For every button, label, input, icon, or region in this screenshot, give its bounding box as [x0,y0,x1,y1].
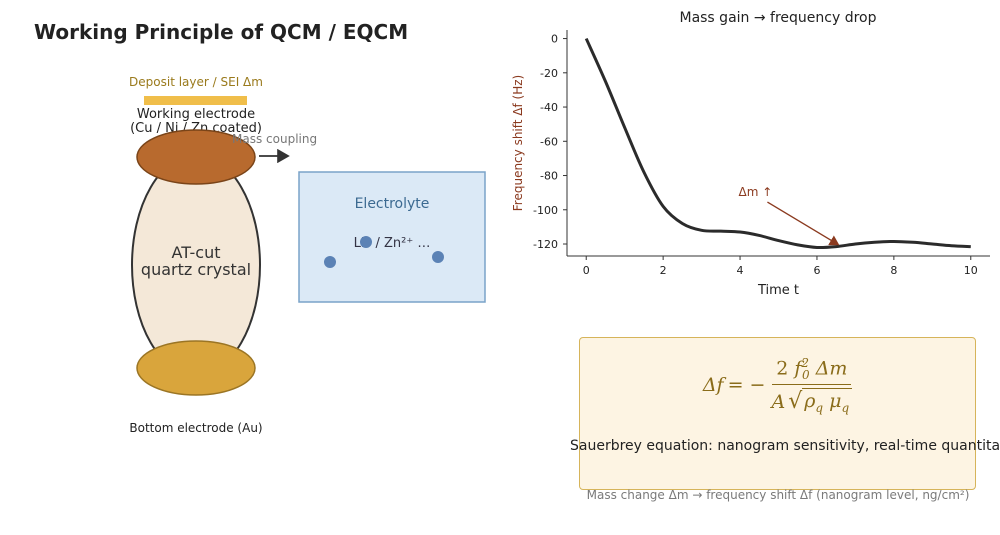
sauerbrey-formula: Δf = − 2 f20 Δm A √ ρq μq [580,356,975,415]
chart-ticks: 0 2 4 6 8 10 0 -20 -40 -60 -80 -100 -120 [533,33,978,277]
x-tick-label: 10 [964,264,978,277]
annotation-arrow [767,201,840,246]
electrolyte-label: Electrolyte [355,196,430,212]
formula-sub: 0 [802,368,810,383]
y-tick-label: -120 [533,238,558,251]
bottom-electrode-label: Bottom electrode (Au) [129,421,262,435]
ion-dot [324,256,336,268]
frequency-series-line [584,37,971,250]
y-tick-label: -80 [540,170,558,183]
working-electrode-label-line2: (Cu / Ni / Zn coated) [130,121,262,136]
formula-sup: 2 [801,356,810,370]
formula-rho: ρ [804,390,816,413]
formula-rho-sub: q [815,400,824,415]
annotation-label: Δm ↑ [739,185,773,199]
formula-mu: μ [829,390,842,413]
deposit-label: Deposit layer / SEI Δm [129,75,263,89]
y-tick-label: -60 [540,135,558,148]
formula-equals: = − [727,374,766,397]
formula-f0: f [794,357,802,380]
frequency-chart: Mass gain → frequency drop 0 2 4 6 8 10 0 -20 -4… [511,10,990,298]
mass-coupling-label: Mass coupling [232,132,317,146]
ion-dot [432,251,444,263]
formula-mu-sub: q [841,400,850,415]
qcm-diagram: Deposit layer / SEI Δm Working electrode… [129,75,486,435]
formula-denominator: A √ ρq μq [771,385,853,415]
formula-numerator: 2 f20 Δm [772,356,852,386]
chart-axes [566,30,990,257]
x-axis-label: Time t [757,283,799,298]
x-tick-label: 2 [660,264,667,277]
sauerbrey-formula-box: Δf = − 2 f20 Δm A √ ρq μq [579,337,976,490]
formula-coef: 2 [776,357,789,380]
y-axis-label: Frequency shift Δf (Hz) [511,75,525,211]
crystal-label-line2: quartz crystal [141,260,251,279]
page-title: Working Principle of QCM / EQCM [34,20,409,44]
crystal-label-line1: AT-cut [172,243,221,262]
formula-sqrt: √ ρq μq [785,388,853,415]
x-tick-label: 6 [813,264,820,277]
y-tick-label: -20 [540,67,558,80]
bottom-electrode [136,340,256,396]
chart-title: Mass gain → frequency drop [679,10,876,26]
electrolyte-box [298,171,486,303]
sqrt-icon: √ [788,389,803,415]
x-tick-label: 8 [890,264,897,277]
y-tick-label: 0 [551,33,558,46]
formula-radicand: ρq μq [802,388,853,415]
working-electrode-label-line1: Working electrode [137,107,255,122]
ion-dot [360,236,372,248]
formula-area: A [771,390,786,413]
formula-lhs: Δf [702,374,724,397]
formula-dm: Δm [815,357,848,380]
footer-note: Mass change Δm → frequency shift Δf (nan… [586,488,970,502]
top-electrode [136,129,256,185]
x-tick-label: 4 [737,264,744,277]
deposit-layer [144,96,247,105]
ions-label: Li⁺ / Zn²⁺ … [354,236,431,251]
formula-fraction: 2 f20 Δm A √ ρq μq [771,356,853,415]
y-tick-label: -100 [533,204,558,217]
y-tick-label: -40 [540,101,558,114]
formula-caption: Sauerbrey equation: nanogram sensitivity… [570,438,1000,454]
x-tick-label: 0 [583,264,590,277]
